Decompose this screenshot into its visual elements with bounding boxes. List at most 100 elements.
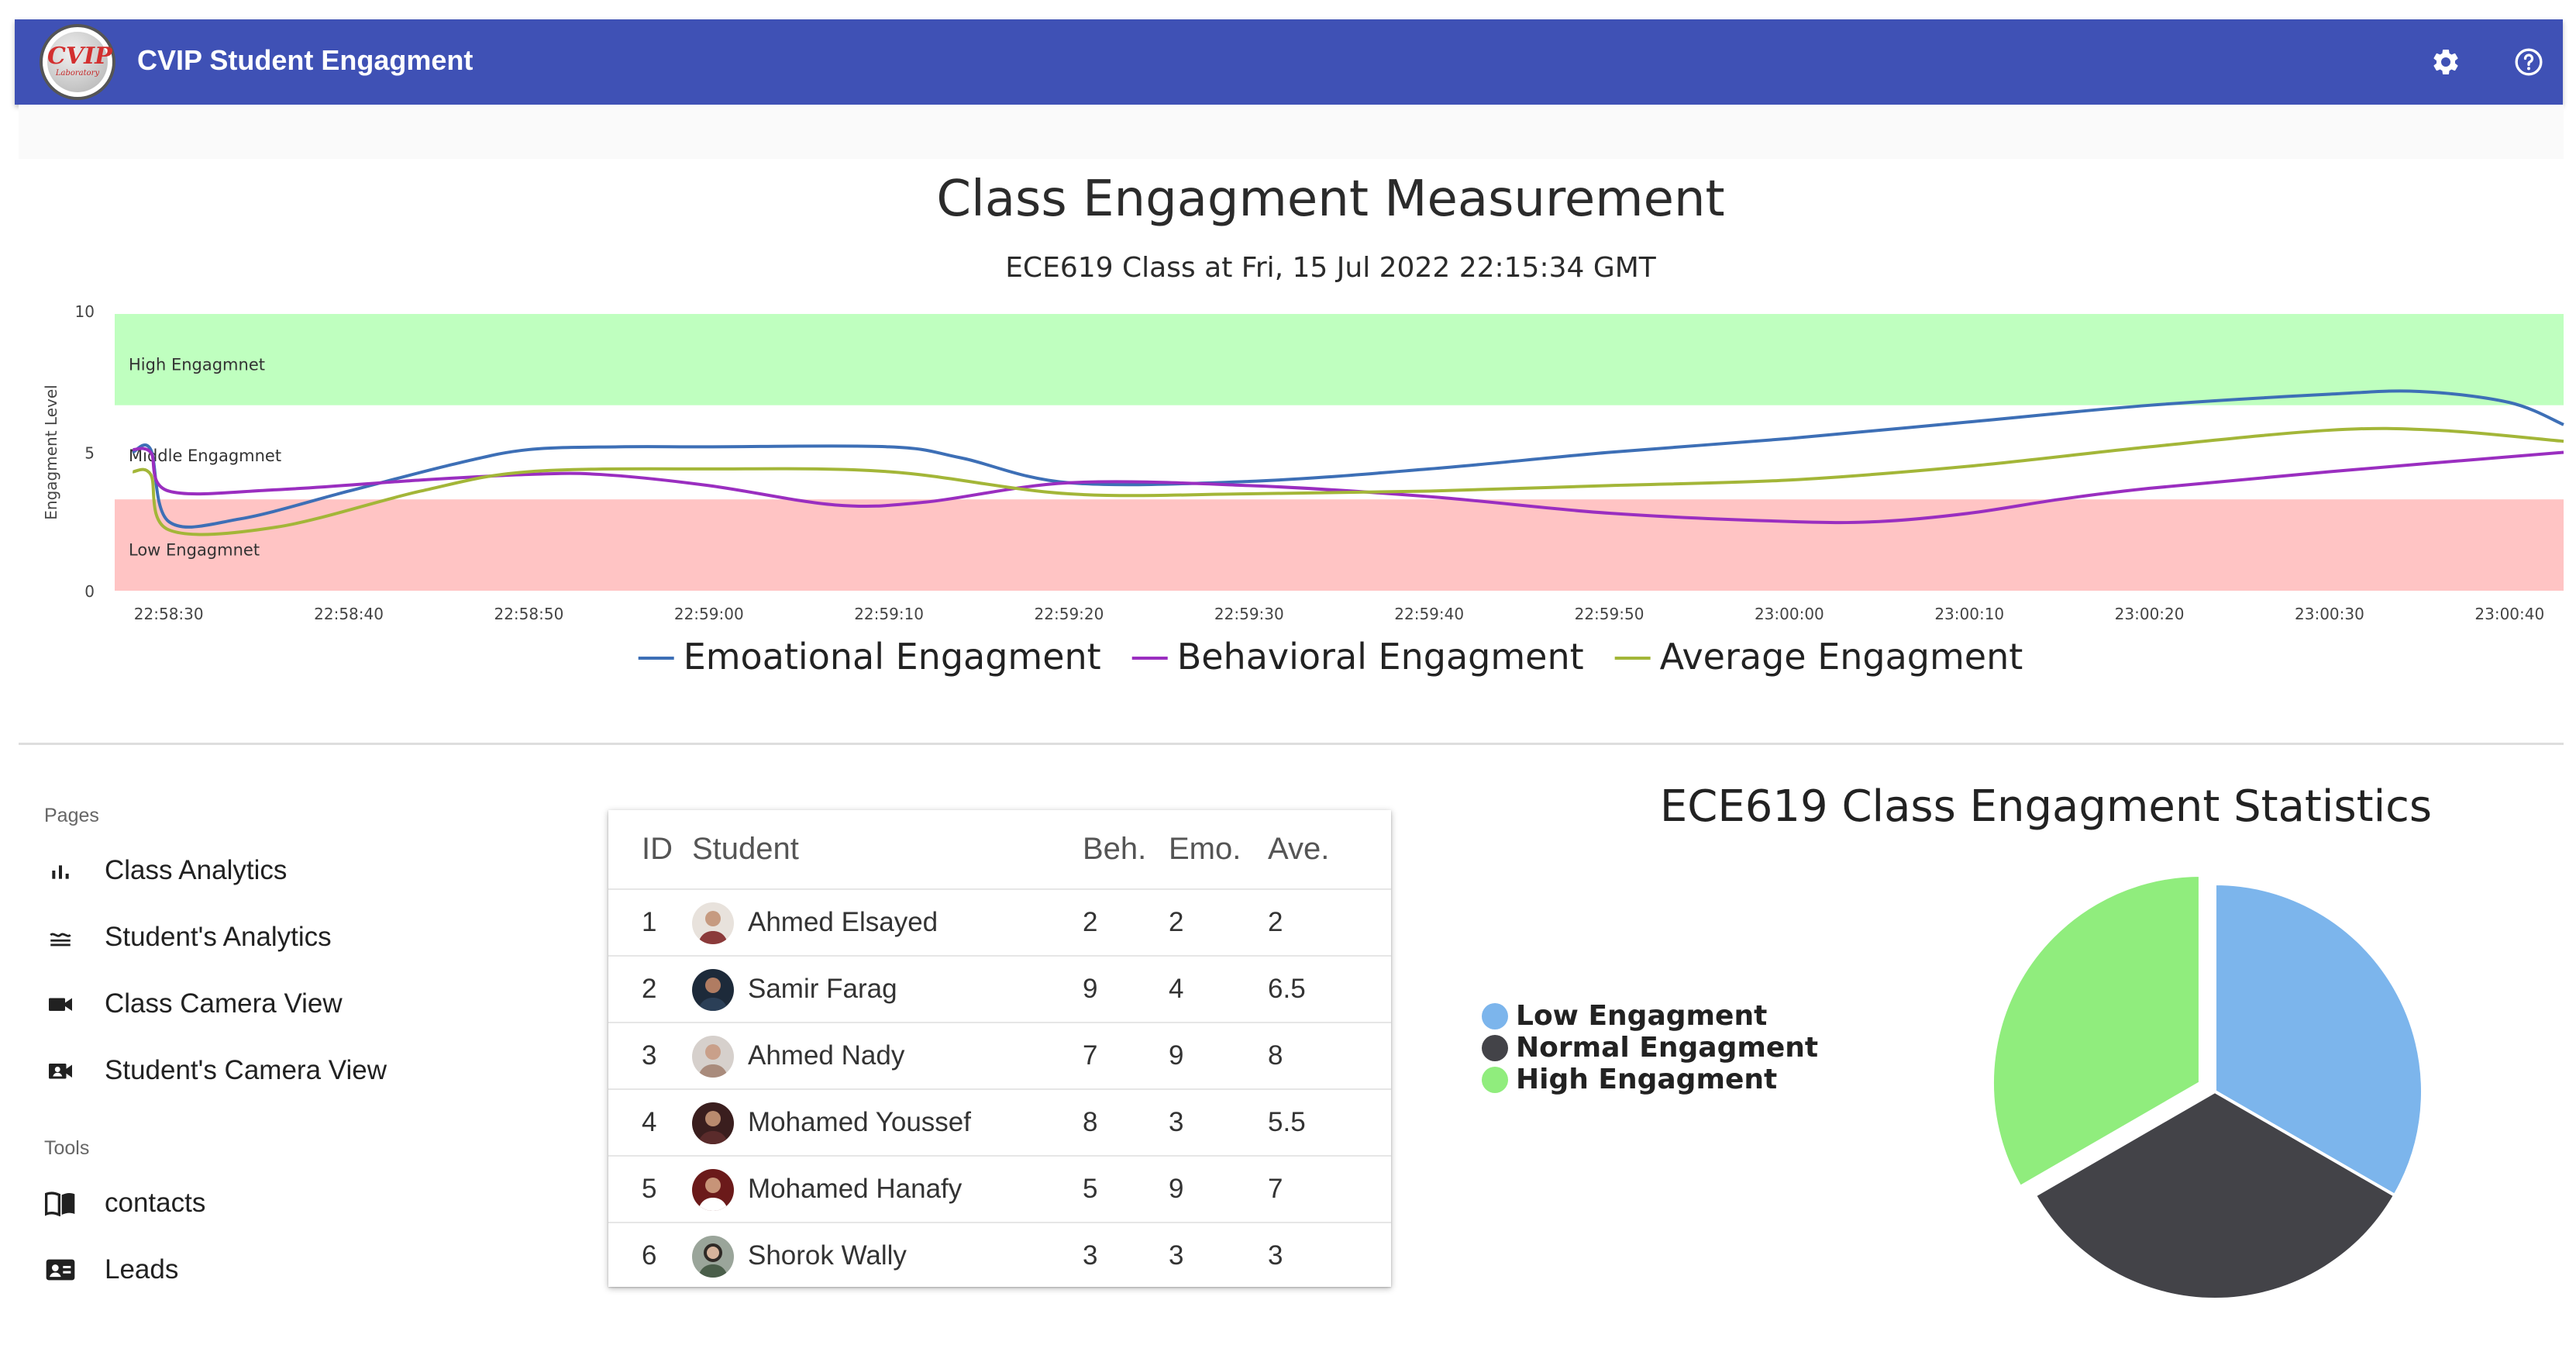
legend-label-behavioral-engagment: Behavioral Engagment [1177, 636, 1584, 678]
x-tick-label: 22:59:00 [674, 605, 744, 623]
series-line-behavioral-engagment [132, 447, 2564, 525]
x-tick-label: 22:58:40 [314, 605, 384, 623]
pie-slice-normal-engagment[interactable] [2033, 1089, 2397, 1301]
legend-item-high[interactable]: High Engagment [1482, 1064, 1777, 1095]
sidebar-section-pages: Pages [44, 805, 99, 826]
table-row[interactable]: 4 Mohamed Youssef 8 3 5.5 [608, 1088, 1391, 1155]
cell-ave: 5.5 [1268, 1107, 1306, 1137]
band-label: Low Engagmnet [129, 540, 260, 559]
table-row[interactable]: 6 Shorok Wally 3 3 3 [608, 1222, 1391, 1288]
legend-label: Normal Engagment [1516, 1032, 1819, 1064]
sidebar-item-students-analytics[interactable]: Student's Analytics [44, 910, 571, 964]
column-header-emo[interactable]: Emo. [1169, 832, 1242, 866]
avatar [692, 1169, 734, 1211]
logo-subtext: Laboratory [55, 69, 100, 78]
x-tick-label: 23:00:40 [2474, 605, 2544, 623]
bar-chart-icon [44, 854, 77, 887]
table-row[interactable]: 5 Mohamed Hanafy 5 9 7 [608, 1155, 1391, 1222]
cell-beh: 9 [1083, 974, 1098, 1004]
cell-ave: 7 [1268, 1174, 1283, 1204]
cvip-logo[interactable]: CVIP Laboratory [40, 24, 115, 100]
sidebar-item-label: Student's Camera View [105, 1055, 387, 1085]
column-header-student[interactable]: Student [692, 832, 799, 866]
sidebar-nav: Pages Class Analytics Student's Analytic… [0, 775, 589, 1345]
cell-emo: 4 [1169, 974, 1184, 1004]
band-high-engagmnet [115, 314, 2564, 405]
cell-emo: 9 [1169, 1040, 1184, 1071]
y-tick-label: 0 [84, 582, 95, 601]
x-tick-label: 23:00:10 [1934, 605, 2004, 623]
column-header-ave[interactable]: Ave. [1268, 832, 1330, 866]
cell-id: 3 [642, 1040, 657, 1071]
cell-emo: 3 [1169, 1107, 1184, 1137]
cell-student: Mohamed Hanafy [748, 1174, 963, 1204]
statistics-title: ECE619 Class Engagment Statistics [1659, 781, 2433, 832]
cell-beh: 7 [1083, 1040, 1098, 1071]
cell-ave: 3 [1268, 1240, 1283, 1271]
legend-label-emoational-engagment: Emoational Engagment [684, 636, 1101, 678]
sidebar-item-label: contacts [105, 1188, 206, 1218]
pie-slice-high-engagment[interactable] [1991, 873, 2202, 1189]
table-row[interactable]: 3 Ahmed Nady 7 9 8 [608, 1022, 1391, 1088]
sidebar-item-students-camera-view[interactable]: Student's Camera View [44, 1043, 571, 1098]
cell-ave: 2 [1268, 907, 1283, 937]
cell-id: 1 [642, 907, 657, 937]
sidebar-item-label: Class Analytics [105, 855, 288, 885]
cell-student: Ahmed Elsayed [748, 907, 938, 937]
legend-item-normal[interactable]: Normal Engagment [1482, 1032, 1818, 1064]
cell-id: 5 [642, 1174, 657, 1204]
band-middle-engagmnet [115, 405, 2564, 500]
cell-id: 6 [642, 1240, 657, 1271]
cell-student: Samir Farag [748, 974, 897, 1004]
y-tick-label: 5 [84, 444, 95, 463]
x-tick-label: 22:58:50 [494, 605, 563, 623]
cell-student: Shorok Wally [748, 1240, 907, 1271]
cell-student: Mohamed Youssef [748, 1107, 971, 1137]
table-row[interactable]: 2 Samir Farag 9 4 6.5 [608, 955, 1391, 1022]
cell-emo: 9 [1169, 1174, 1184, 1204]
x-tick-label: 22:59:30 [1214, 605, 1284, 623]
table-row[interactable]: 1 Ahmed Elsayed 2 2 2 [608, 888, 1391, 955]
videocam-icon [44, 988, 77, 1020]
chart-header-band [19, 105, 2564, 159]
sidebar-item-leads[interactable]: Leads [44, 1243, 571, 1297]
x-tick-label: 22:59:10 [854, 605, 924, 623]
sidebar-item-class-camera-view[interactable]: Class Camera View [44, 977, 571, 1031]
band-label: High Engagmnet [129, 355, 265, 374]
book-open-icon [44, 1187, 77, 1219]
help-button[interactable] [2509, 42, 2549, 82]
x-tick-label: 22:59:50 [1575, 605, 1644, 623]
cell-emo: 3 [1169, 1240, 1184, 1271]
cell-beh: 3 [1083, 1240, 1098, 1271]
sidebar-item-contacts[interactable]: contacts [44, 1176, 571, 1230]
students-table: ID Student Beh. Emo. Ave. 1 Ahmed Elsaye… [608, 810, 1391, 1287]
column-header-id[interactable]: ID [642, 832, 673, 866]
avatar [692, 1236, 734, 1278]
help-circle-icon [2515, 48, 2543, 76]
cell-emo: 2 [1169, 907, 1184, 937]
avatar [692, 969, 734, 1011]
pie-slice-low-engagment[interactable] [2213, 881, 2424, 1198]
app-title: CVIP Student Engagment [137, 44, 474, 76]
section-divider [19, 743, 2564, 745]
column-header-beh[interactable]: Beh. [1083, 832, 1147, 866]
gear-icon [2433, 49, 2458, 74]
sidebar-item-label: Student's Analytics [105, 922, 332, 952]
settings-button[interactable] [2426, 42, 2466, 82]
avatar [692, 1036, 734, 1078]
sidebar-item-label: Leads [105, 1254, 179, 1285]
y-tick-label: 10 [75, 302, 95, 321]
legend-swatch [1482, 1002, 1508, 1029]
legend-label: High Engagment [1516, 1064, 1778, 1095]
cell-student: Ahmed Nady [748, 1040, 905, 1071]
legend-label-average-engagment: Average Engagment [1660, 636, 2023, 678]
legend-item-low[interactable]: Low Engagment [1482, 1000, 1767, 1032]
cell-id: 2 [642, 974, 657, 1004]
engagement-chart-title: Class Engagment Measurement [936, 171, 1725, 228]
legend-swatch [1482, 1034, 1508, 1061]
sidebar-item-class-analytics[interactable]: Class Analytics [44, 843, 571, 898]
cell-beh: 5 [1083, 1174, 1098, 1204]
band-low-engagmnet [115, 499, 2564, 591]
sidebar-section-tools: Tools [44, 1137, 90, 1159]
